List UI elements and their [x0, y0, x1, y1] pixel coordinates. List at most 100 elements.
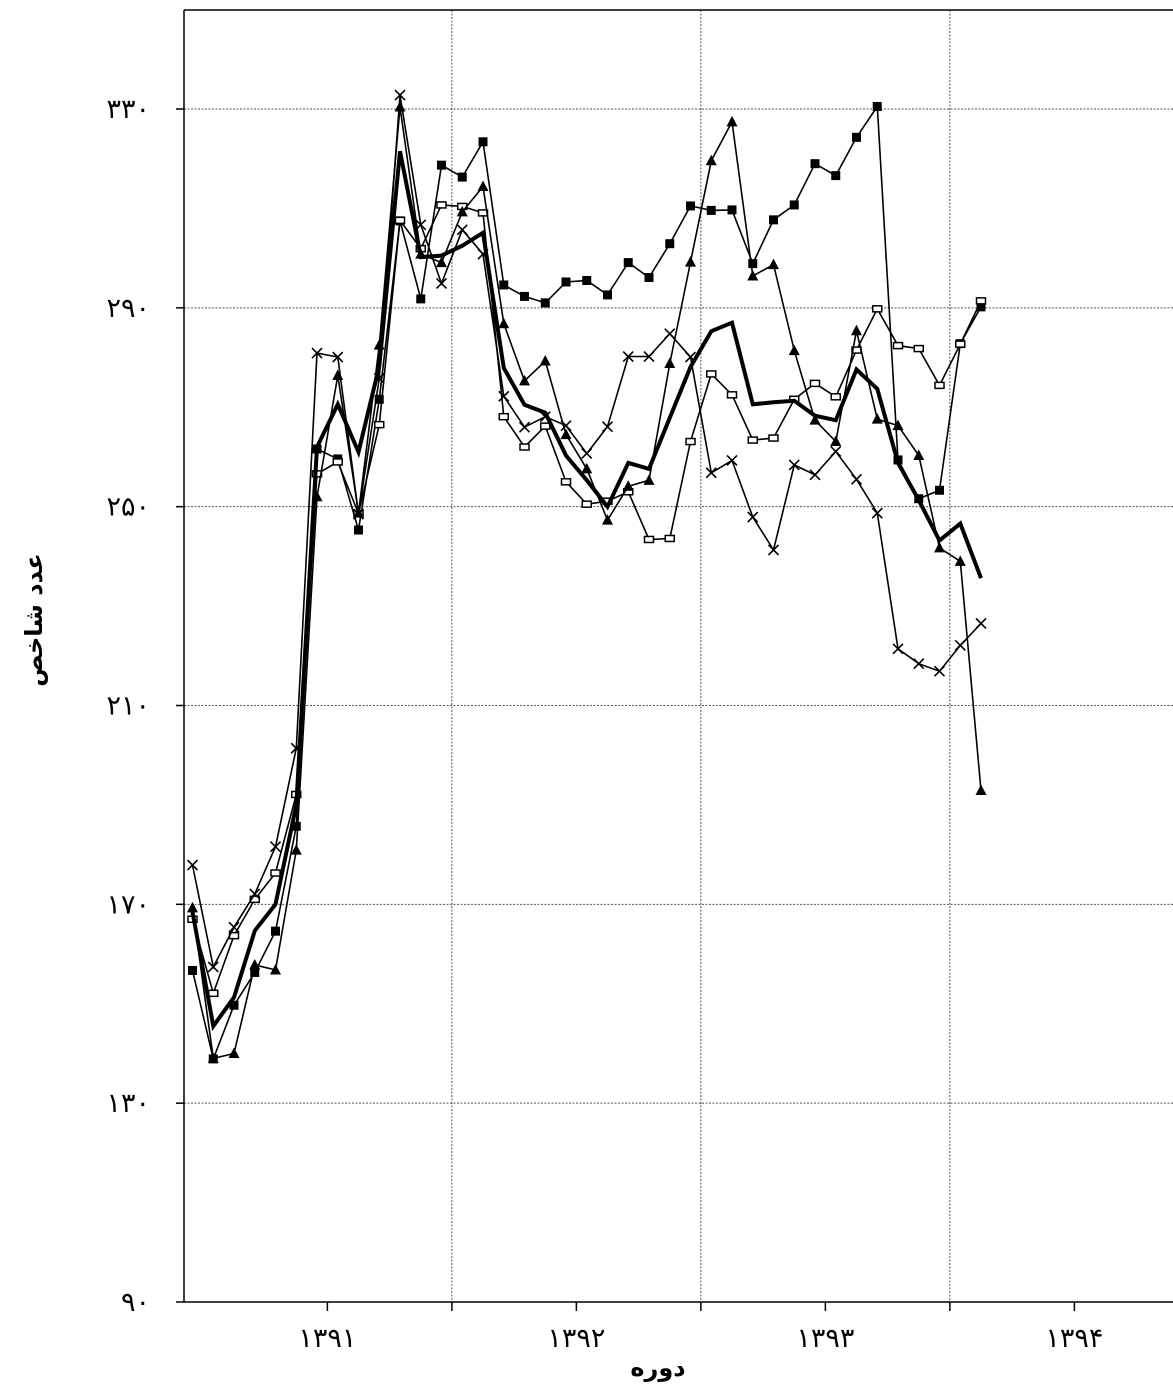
data-point — [788, 344, 800, 356]
data-point — [520, 291, 529, 301]
y-tick-label: ۹۰ — [121, 1287, 150, 1318]
data-point — [249, 888, 261, 900]
data-point — [830, 393, 841, 401]
data-point — [809, 414, 821, 425]
data-point — [788, 459, 800, 471]
data-point — [270, 963, 281, 975]
data-point — [436, 256, 447, 268]
data-point — [394, 216, 406, 225]
data-point — [435, 277, 448, 290]
data-point — [913, 658, 925, 670]
data-point — [809, 379, 821, 388]
data-point — [705, 154, 717, 166]
data-point — [186, 859, 199, 871]
data-point — [726, 115, 738, 127]
data-point — [622, 350, 634, 363]
y-tick-label: ۱۷۰ — [106, 889, 150, 920]
data-point — [436, 201, 447, 209]
data-point — [913, 449, 925, 460]
data-point — [311, 347, 323, 359]
data-point — [270, 869, 281, 877]
data-point — [290, 844, 302, 855]
x-tick-label: ۱۳۹۳ — [796, 1323, 854, 1354]
data-point — [250, 967, 260, 977]
data-point — [415, 219, 427, 231]
data-point — [975, 617, 987, 630]
data-point — [188, 965, 197, 975]
data-point — [560, 478, 572, 486]
data-point — [934, 541, 945, 553]
data-point — [830, 435, 842, 447]
data-point — [767, 544, 780, 556]
data-point — [705, 467, 717, 479]
data-point — [228, 921, 240, 933]
data-point — [810, 159, 820, 169]
data-point — [332, 351, 344, 363]
data-point — [954, 639, 966, 651]
data-point — [768, 434, 779, 442]
axes — [176, 9, 1173, 1311]
data-point — [560, 420, 572, 432]
x-tick-label: ۱۳۹۲ — [547, 1323, 605, 1354]
data-point — [747, 270, 759, 281]
data-point — [935, 485, 944, 495]
data-point — [374, 420, 385, 429]
data-point — [249, 958, 261, 970]
x-tick-label: ۱۳۹۱ — [298, 1323, 356, 1354]
data-point — [727, 205, 737, 215]
data-point — [892, 419, 904, 431]
data-point — [748, 259, 758, 269]
data-point — [518, 421, 531, 433]
data-point — [187, 901, 198, 913]
data-point — [809, 469, 821, 481]
data-point — [498, 317, 510, 329]
data-point — [560, 428, 572, 440]
data-point — [499, 280, 509, 290]
data-point — [643, 474, 655, 485]
data-point — [726, 454, 738, 467]
data-point — [664, 534, 675, 543]
data-point — [456, 224, 468, 236]
data-point — [872, 102, 882, 112]
y-axis-title: عدد شاخص — [20, 553, 48, 687]
data-point — [664, 357, 676, 369]
data-point — [665, 239, 675, 249]
data-point — [437, 160, 446, 170]
data-point — [726, 391, 738, 399]
data-point — [975, 784, 987, 796]
series-4 — [186, 89, 987, 973]
data-point — [601, 421, 614, 433]
data-point — [228, 1047, 240, 1058]
data-point — [622, 480, 634, 491]
data-point — [582, 275, 592, 285]
data-point — [207, 1052, 219, 1063]
data-point — [478, 137, 488, 147]
gridlines — [184, 10, 1173, 1302]
data-point — [851, 324, 862, 336]
data-point — [354, 525, 363, 535]
data-point — [955, 340, 966, 348]
data-point — [456, 205, 468, 217]
data-point — [769, 215, 778, 225]
data-point — [644, 273, 654, 283]
data-point — [933, 665, 946, 677]
data-point — [271, 926, 280, 936]
x-tick-label: ۱۳۹۴ — [1045, 1323, 1103, 1354]
data-point — [603, 290, 612, 300]
data-point — [976, 302, 986, 312]
data-point — [685, 256, 696, 267]
data-point — [643, 535, 655, 544]
data-point — [623, 258, 633, 268]
data-point — [850, 473, 863, 485]
data-point — [581, 447, 593, 460]
data-point — [477, 180, 489, 192]
data-point — [768, 258, 779, 270]
y-tick-label: ۲۱۰ — [106, 691, 150, 722]
data-point — [207, 961, 219, 973]
data-point — [706, 370, 717, 378]
data-point — [747, 511, 759, 523]
y-tick-label: ۲۵۰ — [106, 492, 150, 523]
data-point — [747, 436, 758, 444]
series-group — [186, 89, 987, 1064]
data-point — [291, 821, 301, 831]
